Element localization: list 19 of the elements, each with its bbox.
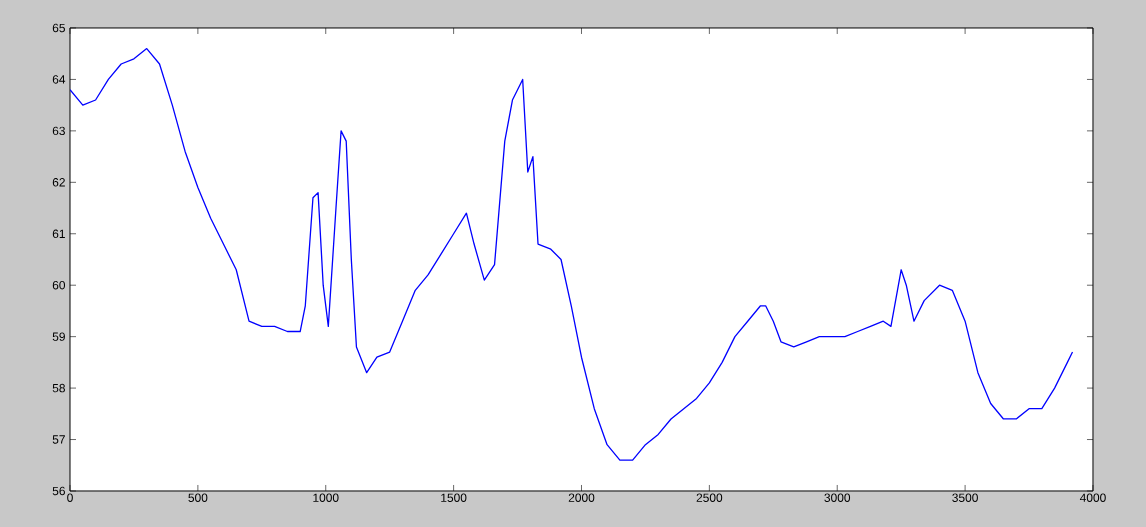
x-tick-label: 3500 bbox=[952, 493, 978, 502]
y-tick-label: 61 bbox=[52, 229, 65, 238]
y-tick-label: 56 bbox=[52, 486, 65, 496]
x-tick-label: 1000 bbox=[313, 493, 339, 502]
y-tick-label: 59 bbox=[52, 332, 65, 341]
y-tick-label: 64 bbox=[52, 75, 66, 84]
x-tick-label: 0 bbox=[67, 493, 73, 502]
y-tick-label: 58 bbox=[52, 383, 65, 393]
x-tick-label: 500 bbox=[188, 493, 208, 502]
y-tick-label: 65 bbox=[52, 23, 65, 33]
x-tick-label: 3000 bbox=[824, 493, 851, 502]
x-tick-label: 2000 bbox=[568, 493, 595, 502]
x-tick-label: 1500 bbox=[441, 493, 467, 502]
x-tick-label: 2500 bbox=[696, 493, 723, 502]
y-tick-label: 62 bbox=[52, 178, 65, 187]
y-tick-label: 63 bbox=[52, 126, 65, 136]
y-tick-label: 60 bbox=[52, 280, 66, 290]
x-tick-label: 4000 bbox=[1079, 493, 1106, 502]
y-tick-label: 57 bbox=[52, 435, 65, 444]
